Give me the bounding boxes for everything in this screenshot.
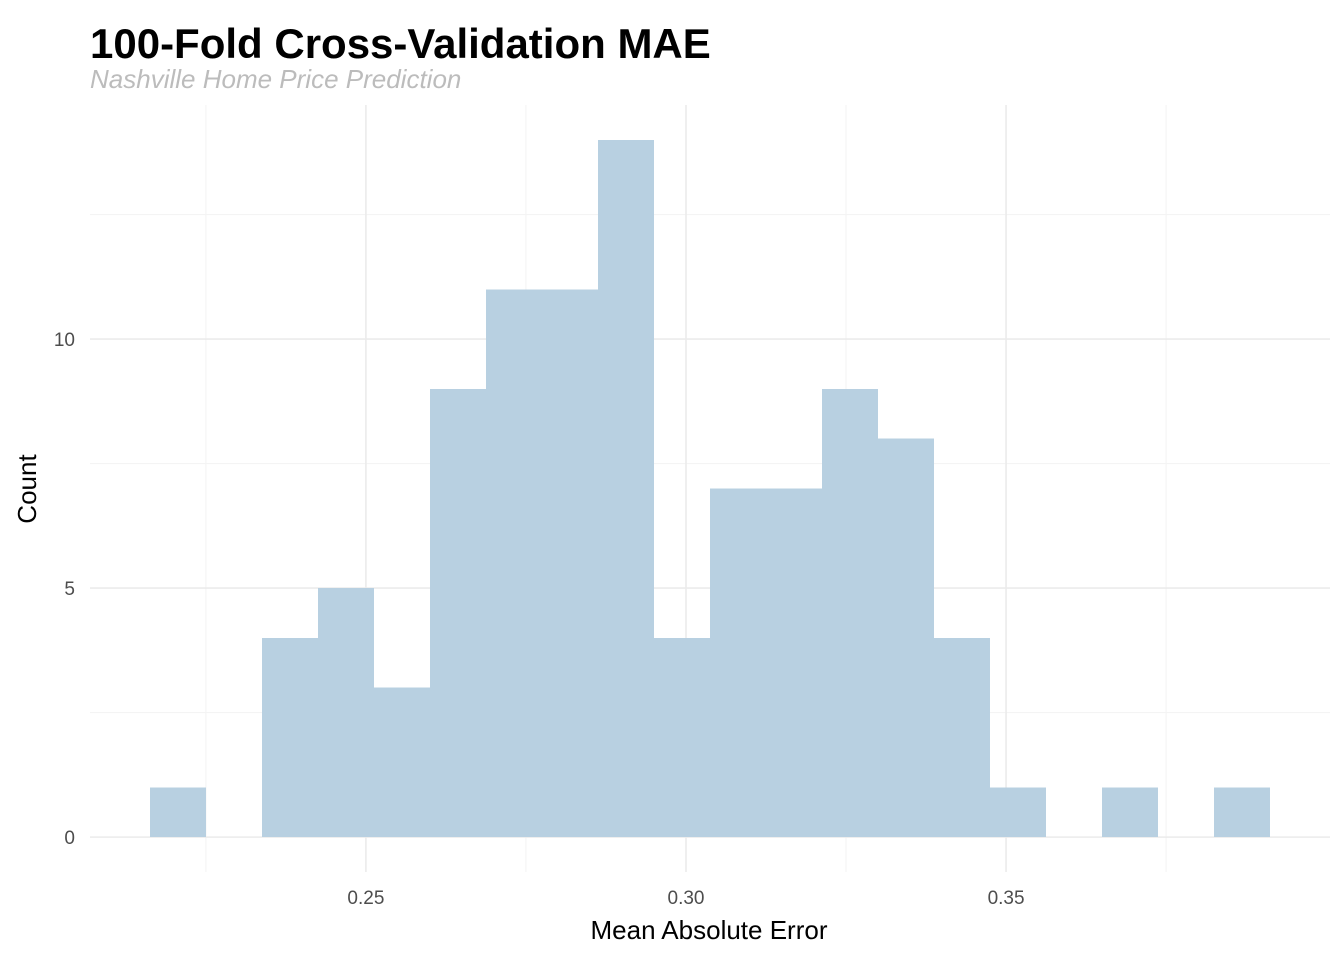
- x-tick-label: 0.35: [988, 888, 1025, 909]
- x-tick-label: 0.25: [347, 888, 384, 909]
- histogram-bar: [597, 139, 654, 838]
- histogram-bar: [1214, 787, 1271, 838]
- chart-title: 100-Fold Cross-Validation MAE: [90, 20, 711, 67]
- y-tick-label: 5: [64, 579, 75, 600]
- histogram-bar: [878, 438, 935, 838]
- histogram-bar: [429, 388, 486, 838]
- histogram-bar: [990, 787, 1047, 838]
- y-axis-title: Count: [12, 454, 42, 524]
- histogram-bar: [1102, 787, 1159, 838]
- histogram-bar: [261, 637, 318, 838]
- histogram-bar: [317, 588, 374, 838]
- x-axis-ticks: 0.25 0.30 0.35: [347, 888, 1024, 909]
- x-axis-title: Mean Absolute Error: [590, 915, 827, 945]
- bars-layer: [149, 139, 1271, 838]
- y-tick-label: 10: [54, 330, 75, 351]
- histogram-bar: [710, 488, 767, 838]
- histogram-bar: [766, 488, 823, 838]
- histogram-bar: [541, 289, 598, 838]
- histogram-bar: [822, 388, 879, 838]
- chart-subtitle: Nashville Home Price Prediction: [90, 64, 462, 94]
- histogram-bar: [373, 687, 430, 838]
- y-axis-ticks: 0 5 10: [54, 330, 75, 849]
- histogram-bar: [485, 289, 542, 838]
- x-tick-label: 0.30: [668, 888, 705, 909]
- histogram-bar: [934, 637, 991, 838]
- y-tick-label: 0: [64, 828, 75, 849]
- histogram-bar: [653, 637, 710, 838]
- histogram-bar: [149, 787, 206, 838]
